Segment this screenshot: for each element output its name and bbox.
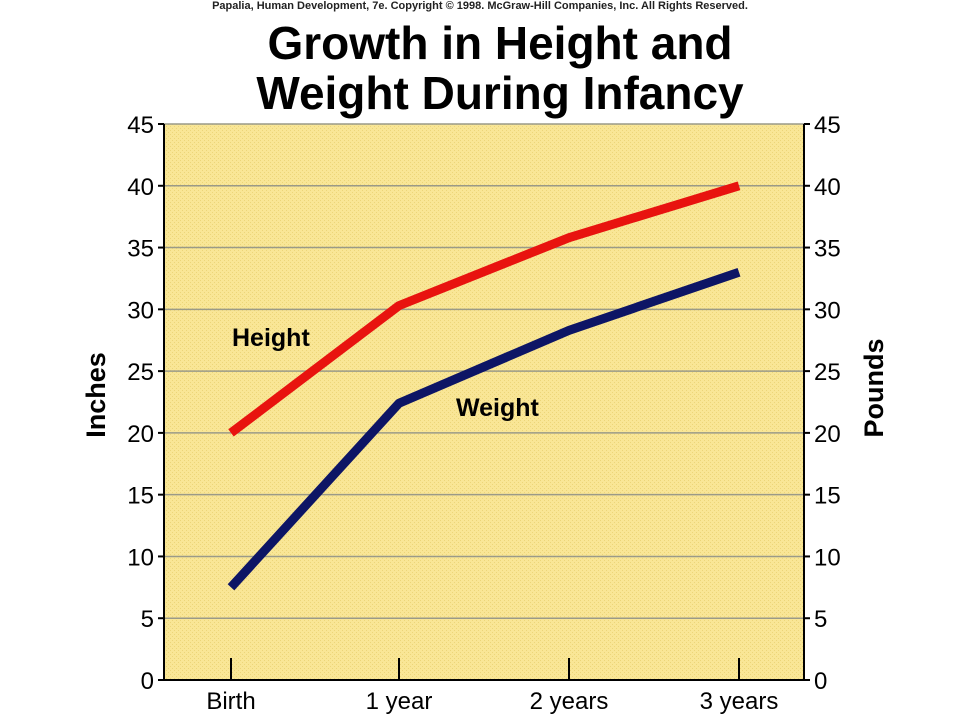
y-tick-label-right: 30 bbox=[814, 297, 841, 324]
series-line-height bbox=[228, 181, 741, 437]
y-tick-label-right: 10 bbox=[814, 544, 841, 571]
chart-title-line-1: Growth in Height and bbox=[267, 17, 733, 69]
y-tick-label-left: 15 bbox=[127, 483, 154, 510]
y-tick-label-left: 45 bbox=[127, 112, 154, 139]
y-tick-label-right: 20 bbox=[814, 421, 841, 448]
series-label-weight: Weight bbox=[456, 394, 540, 422]
x-tick-label: 2 years bbox=[530, 688, 609, 715]
y-axis-title-right: Pounds bbox=[859, 339, 889, 438]
y-tick-label-right: 40 bbox=[814, 174, 841, 201]
y-tick-label-left: 0 bbox=[141, 668, 154, 695]
series-line-weight bbox=[227, 268, 741, 591]
y-tick-label-right: 15 bbox=[814, 483, 841, 510]
y-tick-label-right: 35 bbox=[814, 236, 841, 263]
x-tick-label: 3 years bbox=[700, 688, 779, 715]
x-tick-label: 1 year bbox=[366, 688, 433, 715]
y-tick-label-right: 45 bbox=[814, 112, 841, 139]
y-axis-title-left: Inches bbox=[81, 352, 111, 438]
y-tick-label-left: 40 bbox=[127, 174, 154, 201]
y-tick-label-right: 0 bbox=[814, 668, 827, 695]
y-tick-label-left: 30 bbox=[127, 297, 154, 324]
y-tick-label-right: 25 bbox=[814, 359, 841, 386]
y-tick-label-left: 20 bbox=[127, 421, 154, 448]
y-tick-label-left: 25 bbox=[127, 359, 154, 386]
series-label-height: Height bbox=[232, 324, 310, 352]
y-tick-label-left: 5 bbox=[141, 606, 154, 633]
y-tick-label-left: 10 bbox=[127, 544, 154, 571]
chart-title-line-2: Weight During Infancy bbox=[256, 67, 744, 119]
x-tick-label: Birth bbox=[206, 688, 255, 715]
copyright-notice: Papalia, Human Development, 7e. Copyrigh… bbox=[212, 0, 748, 12]
y-tick-label-right: 5 bbox=[814, 606, 827, 633]
y-tick-label-left: 35 bbox=[127, 236, 154, 263]
